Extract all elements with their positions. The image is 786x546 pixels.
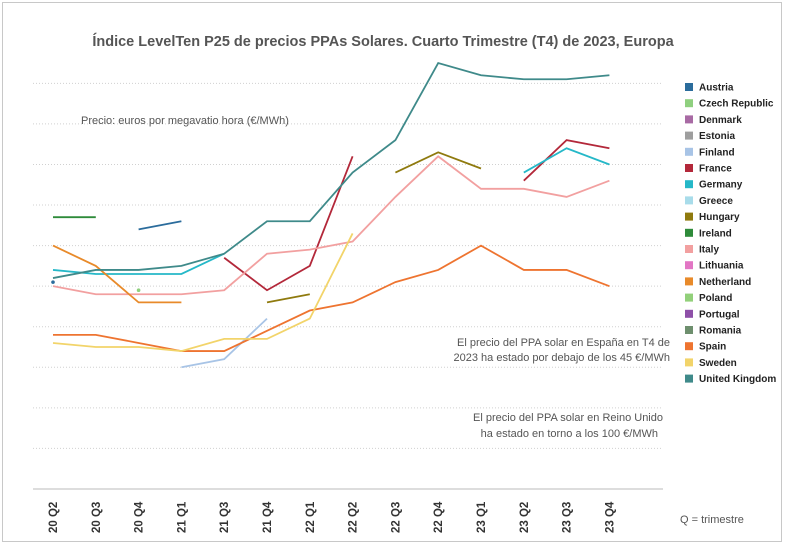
legend-swatch <box>685 293 693 302</box>
series-line-18 <box>52 61 610 279</box>
legend-swatch <box>685 277 693 286</box>
legend-label: Denmark <box>699 115 742 126</box>
series-point-0 <box>51 280 55 284</box>
annotation-spain-line2: 2023 ha estado por debajo de los 45 €/MW… <box>454 352 670 364</box>
series-line-5 <box>523 139 610 182</box>
legend-label: Germany <box>699 180 743 191</box>
x-tick-label: 21 Q1 <box>176 501 188 533</box>
x-tick-label: 20 Q4 <box>134 501 146 533</box>
legend-swatch <box>685 99 693 108</box>
x-ticks: 20 Q2 20 Q3 20 Q4 21 Q1 21 Q3 21 Q4 22 Q1 22 Q2… <box>48 501 616 533</box>
x-tick-label: 23 Q1 <box>476 501 488 533</box>
series-line-16 <box>53 244 610 352</box>
legend-label: Austria <box>699 83 734 94</box>
legend-swatch <box>685 245 693 253</box>
legend-swatch <box>685 342 693 351</box>
legend-swatch <box>685 180 693 189</box>
x-tick-label: 22 Q3 <box>390 502 402 533</box>
legend-label: France <box>699 164 732 175</box>
legend-swatch <box>685 212 693 221</box>
series-line-0 <box>138 220 182 231</box>
legend-label: Poland <box>699 293 732 304</box>
x-tick-label: 23 Q2 <box>519 502 531 533</box>
legend-label: United Kingdom <box>699 374 776 385</box>
legend-swatch <box>685 131 693 140</box>
legend-swatch <box>685 358 693 367</box>
x-tick-label: 23 Q4 <box>604 501 616 533</box>
legend-label: Finland <box>699 147 735 158</box>
legend-label: Lithuania <box>699 261 744 272</box>
chart: Índice LevelTen P25 de precios PPAs Sola… <box>33 33 776 533</box>
legend-label: Hungary <box>699 212 740 223</box>
legend-swatch <box>685 228 693 237</box>
unit-note: Precio: euros por megavatio hora (€/MWh) <box>81 115 289 127</box>
series-line-12 <box>52 244 182 304</box>
series-line-4 <box>181 317 268 369</box>
annotation-uk-line2: ha estado en torno a los 100 €/MWh <box>481 428 658 440</box>
x-tick-label: 21 Q3 <box>219 502 231 533</box>
legend: Austria Czech Republic Denmark Estonia Finla… <box>685 83 776 385</box>
gridlines <box>33 82 663 449</box>
legend-swatch <box>685 164 693 172</box>
annotation-spain-line1: El precio del PPA solar en España en T4 … <box>457 337 670 349</box>
series-line-10 <box>52 155 610 296</box>
series-line-8 <box>266 293 310 304</box>
legend-label: Netherland <box>699 277 751 288</box>
x-tick-label: 20 Q2 <box>48 502 60 533</box>
series-line-17 <box>52 233 354 352</box>
legend-swatch <box>685 83 693 91</box>
legend-label: Greece <box>699 196 733 207</box>
legend-swatch <box>685 147 693 156</box>
legend-swatch <box>685 374 693 383</box>
legend-label: Romania <box>699 326 742 337</box>
legend-label: Czech Republic <box>699 99 774 110</box>
x-tick-label: 22 Q1 <box>305 501 317 533</box>
legend-swatch <box>685 309 693 318</box>
series-line-6 <box>523 147 610 174</box>
annotation-uk-line1: El precio del PPA solar en Reino Unido <box>473 412 663 424</box>
legend-label: Portugal <box>699 309 740 320</box>
series <box>51 61 610 369</box>
legend-label: Spain <box>699 342 726 353</box>
legend-label: Ireland <box>699 228 732 239</box>
legend-label: Italy <box>699 245 719 256</box>
series-point-1 <box>136 288 141 293</box>
x-tick-label: 22 Q4 <box>433 501 445 533</box>
series-line-5 <box>223 156 354 292</box>
footnote: Q = trimestre <box>680 514 744 526</box>
x-tick-label: 21 Q4 <box>262 501 274 533</box>
legend-swatch <box>685 326 693 334</box>
legend-swatch <box>685 196 693 205</box>
series-line-6 <box>52 252 225 275</box>
series-line-8 <box>395 151 482 174</box>
legend-swatch <box>685 115 693 124</box>
x-tick-label: 23 Q3 <box>562 502 574 533</box>
legend-label: Sweden <box>699 358 737 369</box>
legend-swatch <box>685 261 693 270</box>
legend-label: Estonia <box>699 131 736 142</box>
chart-title: Índice LevelTen P25 de precios PPAs Sola… <box>92 33 674 50</box>
x-tick-label: 20 Q3 <box>91 502 103 533</box>
x-tick-label: 22 Q2 <box>348 502 360 533</box>
